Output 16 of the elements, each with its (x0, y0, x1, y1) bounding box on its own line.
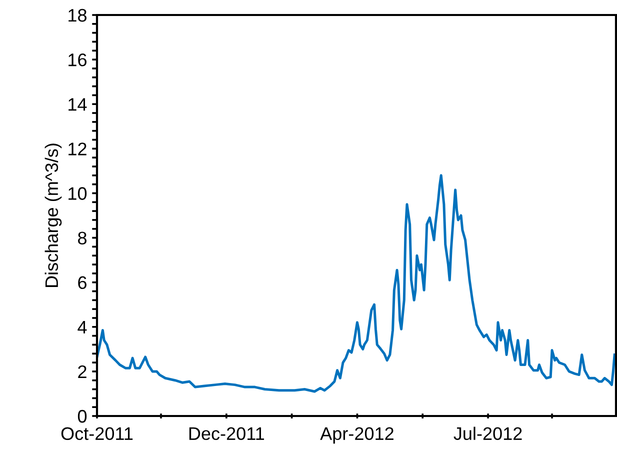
y-tick-label: 8 (78, 232, 86, 244)
y-tick-label: 0 (78, 410, 87, 423)
y-tick-label: 6 (78, 276, 86, 290)
line-series (97, 174, 616, 393)
x-tick-label: Apr-2012 (320, 427, 394, 444)
y-tick-label: 4 (78, 321, 87, 334)
x-tick-label: Jul-2012 (454, 426, 522, 440)
x-tick-label: Dec-2011 (189, 427, 264, 440)
x-tick-label: Oct-2011 (61, 427, 133, 440)
y-tick-label: 10 (68, 187, 87, 200)
y-tick-label: 16 (68, 53, 86, 66)
y-axis-title: Discharge (m^3/s) (44, 144, 62, 287)
y-tick-label: 18 (68, 8, 86, 22)
y-tick-label: 14 (68, 98, 87, 111)
y-tick-label: 12 (68, 142, 86, 156)
y-tick-label: 2 (78, 365, 86, 378)
